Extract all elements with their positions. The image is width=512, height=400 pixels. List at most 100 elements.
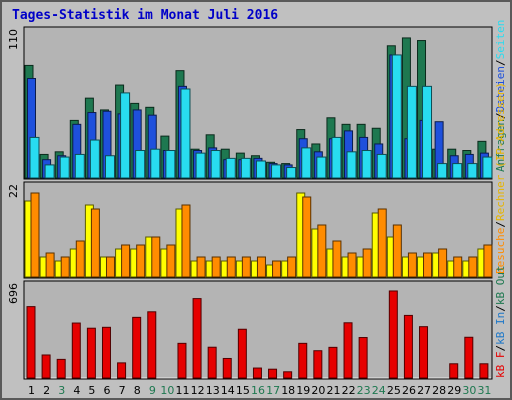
- bar-besuche-day-16: [256, 256, 266, 278]
- bar-kbf-day-23: [358, 337, 368, 379]
- x-tick-label-day-6: 6: [104, 384, 111, 397]
- bar-kbf-day-12: [192, 298, 202, 379]
- bar-kbf-day-6: [101, 326, 111, 379]
- legend-separator: /: [494, 221, 507, 228]
- x-tick-label-day-3: 3: [58, 384, 65, 397]
- bar-seiten-day-30: [467, 163, 478, 179]
- bar-seiten-day-15: [240, 157, 251, 179]
- bar-seiten-day-4: [74, 153, 85, 179]
- bar-kbf-day-9: [147, 311, 157, 379]
- bar-kbf-day-20: [313, 350, 323, 379]
- x-tick-label-day-29: 29: [447, 384, 461, 397]
- legend-entry: Dateien: [494, 66, 507, 112]
- bar-seiten-day-7: [120, 92, 131, 179]
- bar-seiten-day-12: [195, 152, 206, 179]
- x-tick-label-day-30: 30: [462, 384, 476, 397]
- bar-besuche-day-20: [317, 224, 327, 278]
- bar-kbf-day-7: [117, 362, 127, 379]
- bar-seiten-day-5: [89, 139, 100, 179]
- x-tick-label-day-15: 15: [236, 384, 250, 397]
- bar-seiten-day-13: [210, 150, 221, 179]
- x-tick-label-day-13: 13: [206, 384, 220, 397]
- bar-seiten-day-1: [29, 136, 40, 179]
- bar-besuche-day-30: [468, 256, 478, 278]
- bar-seiten-day-9: [150, 148, 161, 179]
- x-tick-label-day-21: 21: [326, 384, 340, 397]
- x-tick-label-day-26: 26: [402, 384, 416, 397]
- bar-kbf-day-1: [26, 306, 36, 379]
- x-tick-label-day-20: 20: [311, 384, 325, 397]
- x-tick-label-day-2: 2: [43, 384, 50, 397]
- bar-besuche-day-19: [302, 196, 312, 278]
- bar-kbf-day-16: [252, 367, 262, 379]
- legend-entry: kB F: [494, 352, 507, 379]
- bar-besuche-day-31: [483, 244, 493, 278]
- bar-kbf-day-2: [41, 354, 51, 379]
- legend-entry: Besuche: [494, 228, 507, 274]
- x-tick-label-day-25: 25: [387, 384, 401, 397]
- bar-besuche-day-15: [241, 256, 251, 278]
- bar-besuche-day-23: [362, 248, 372, 278]
- legend-top: Anfragen/Dateien/Seiten: [494, 20, 507, 172]
- bar-seiten-day-31: [482, 156, 493, 179]
- bar-seiten-day-23: [361, 150, 372, 179]
- bar-seiten-day-18: [286, 167, 297, 179]
- bar-seiten-day-22: [346, 151, 357, 179]
- x-tick-label-day-11: 11: [176, 384, 190, 397]
- x-tick-label-day-31: 31: [477, 384, 491, 397]
- bar-besuche-day-17: [272, 260, 282, 278]
- legend-separator: /: [494, 112, 507, 119]
- y-max-label-2: 22: [7, 184, 20, 198]
- bar-seiten-day-29: [452, 163, 463, 179]
- bar-seiten-day-27: [422, 85, 433, 179]
- bar-seiten-day-21: [331, 136, 342, 179]
- x-tick-label-day-7: 7: [119, 384, 126, 397]
- bar-kbf-day-3: [56, 358, 66, 379]
- bar-seiten-day-28: [437, 163, 448, 179]
- x-tick-label-day-27: 27: [417, 384, 431, 397]
- bar-seiten-day-25: [391, 54, 402, 179]
- x-tick-label-day-18: 18: [281, 384, 295, 397]
- bar-seiten-day-2: [44, 164, 55, 179]
- bar-seiten-day-8: [135, 150, 146, 179]
- bar-kbf-day-14: [222, 357, 232, 379]
- legend-bottom: kB F/kB In/kB Out: [494, 265, 507, 378]
- x-tick-label-day-8: 8: [134, 384, 141, 397]
- y-max-label-3: 696: [7, 283, 20, 304]
- bar-besuche-day-9: [151, 236, 161, 278]
- bar-kbf-day-22: [343, 322, 353, 379]
- bar-kbf-day-17: [268, 368, 278, 379]
- bar-besuche-day-26: [407, 252, 417, 278]
- legend-separator: /: [494, 305, 507, 312]
- x-tick-label-day-19: 19: [296, 384, 310, 397]
- x-tick-label-day-12: 12: [191, 384, 205, 397]
- bar-kbf-day-13: [207, 346, 217, 379]
- bar-seiten-day-19: [301, 147, 312, 179]
- bar-besuche-day-3: [60, 256, 70, 278]
- bar-seiten-day-17: [271, 164, 282, 179]
- bar-seiten-day-6: [104, 155, 115, 179]
- bar-besuche-day-18: [287, 256, 297, 278]
- bar-kbf-day-18: [283, 371, 293, 379]
- bar-kbf-day-15: [237, 328, 247, 379]
- legend-entry: Anfragen: [494, 119, 507, 172]
- bar-kbf-day-26: [403, 314, 413, 379]
- bar-besuche-day-5: [90, 208, 100, 278]
- bar-seiten-day-26: [406, 85, 417, 179]
- bar-besuche-day-4: [75, 240, 85, 278]
- x-tick-label-day-16: 16: [251, 384, 265, 397]
- x-tick-label-day-23: 23: [357, 384, 371, 397]
- bar-kbf-day-5: [86, 327, 96, 379]
- bar-besuche-day-8: [136, 244, 146, 278]
- x-tick-label-day-10: 10: [160, 384, 174, 397]
- bar-kbf-day-30: [464, 336, 474, 379]
- bar-besuche-day-6: [105, 256, 115, 278]
- bar-kbf-day-27: [419, 326, 429, 379]
- bar-besuche-day-2: [45, 252, 55, 278]
- x-tick-label-day-24: 24: [372, 384, 386, 397]
- bar-seiten-day-14: [225, 157, 236, 179]
- bar-besuche-day-1: [30, 192, 40, 278]
- bar-besuche-day-11: [181, 204, 191, 278]
- bar-seiten-day-10: [165, 150, 176, 179]
